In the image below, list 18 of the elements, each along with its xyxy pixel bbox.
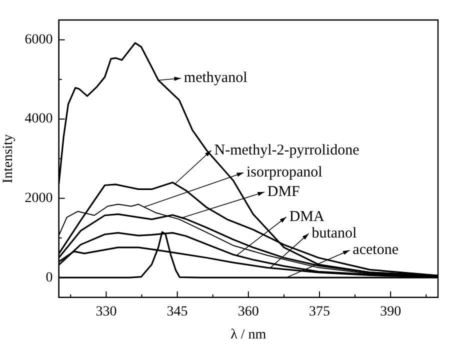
x-tick-label: 345	[166, 304, 188, 320]
legend-label: butanol	[312, 226, 357, 242]
legend-label: DMA	[289, 208, 325, 225]
x-tick-label: 390	[380, 304, 402, 320]
x-tick-label: 360	[238, 304, 259, 320]
legend-label: isorpropanol	[246, 164, 322, 181]
legend-label: methyanol	[184, 70, 248, 86]
x-axis-title: λ / nm	[230, 327, 266, 342]
y-tick-label: 2000	[24, 191, 53, 206]
y-tick-label: 4000	[24, 112, 53, 127]
x-tick-label: 330	[96, 304, 117, 320]
legend-label: acetone	[352, 242, 399, 258]
y-tick-label: 6000	[24, 32, 53, 48]
legend-label: DMF	[267, 184, 300, 200]
y-axis-title: Intensity	[1, 134, 16, 184]
legend-label: N-methyl-2-pyrrolidone	[214, 142, 360, 158]
x-tick-label: 375	[309, 304, 330, 320]
y-tick-label: 0	[46, 270, 53, 286]
